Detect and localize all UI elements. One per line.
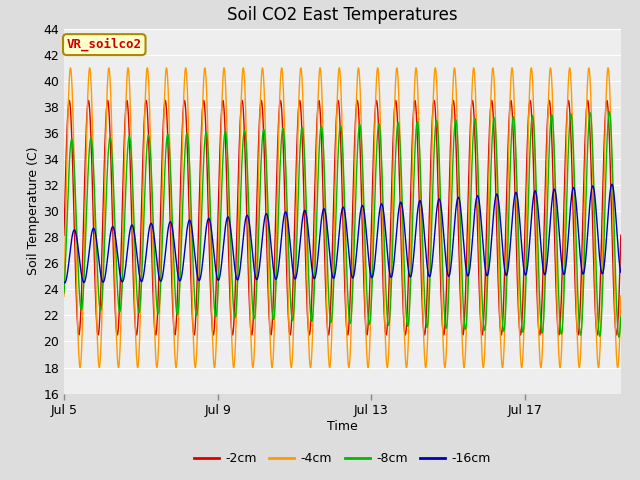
-4cm (617, 293, 625, 299)
Legend: -2cm, -4cm, -8cm, -16cm: -2cm, -4cm, -8cm, -16cm (189, 447, 495, 470)
X-axis label: Time: Time (327, 420, 358, 433)
Title: Soil CO2 East Temperatures: Soil CO2 East Temperatures (227, 6, 458, 24)
-2cm (379, 279, 387, 285)
-2cm (60, 232, 68, 238)
-16cm (61, 280, 68, 286)
-2cm (276, 97, 284, 103)
-2cm (447, 150, 454, 156)
-8cm (520, 328, 527, 334)
-16cm (65, 263, 72, 268)
-2cm (65, 104, 72, 110)
-2cm (520, 268, 527, 274)
-4cm (446, 206, 454, 212)
-16cm (379, 204, 387, 210)
Line: -16cm: -16cm (64, 184, 621, 283)
-8cm (111, 238, 119, 243)
-4cm (479, 365, 487, 371)
-8cm (617, 313, 625, 319)
Line: -8cm: -8cm (64, 112, 621, 337)
-16cm (617, 269, 625, 275)
-4cm (65, 104, 72, 110)
Y-axis label: Soil Temperature (C): Soil Temperature (C) (28, 147, 40, 276)
-8cm (65, 186, 72, 192)
-4cm (520, 330, 527, 336)
Line: -4cm: -4cm (64, 68, 621, 368)
-2cm (617, 232, 625, 238)
-4cm (111, 298, 119, 303)
-2cm (111, 312, 119, 318)
-4cm (285, 300, 292, 306)
Line: -2cm: -2cm (64, 100, 621, 335)
-8cm (605, 109, 613, 115)
-16cm (446, 270, 454, 276)
-8cm (615, 334, 623, 340)
-8cm (446, 256, 454, 262)
Text: VR_soilco2: VR_soilco2 (67, 38, 142, 51)
-16cm (608, 181, 616, 187)
-8cm (60, 290, 68, 296)
-4cm (60, 293, 68, 299)
-2cm (285, 321, 292, 327)
-16cm (60, 279, 68, 285)
-16cm (520, 264, 527, 270)
-8cm (379, 187, 387, 192)
-4cm (379, 223, 387, 228)
-2cm (267, 332, 275, 338)
-8cm (285, 241, 292, 247)
-16cm (285, 224, 292, 230)
-16cm (112, 236, 120, 241)
-4cm (489, 65, 497, 71)
